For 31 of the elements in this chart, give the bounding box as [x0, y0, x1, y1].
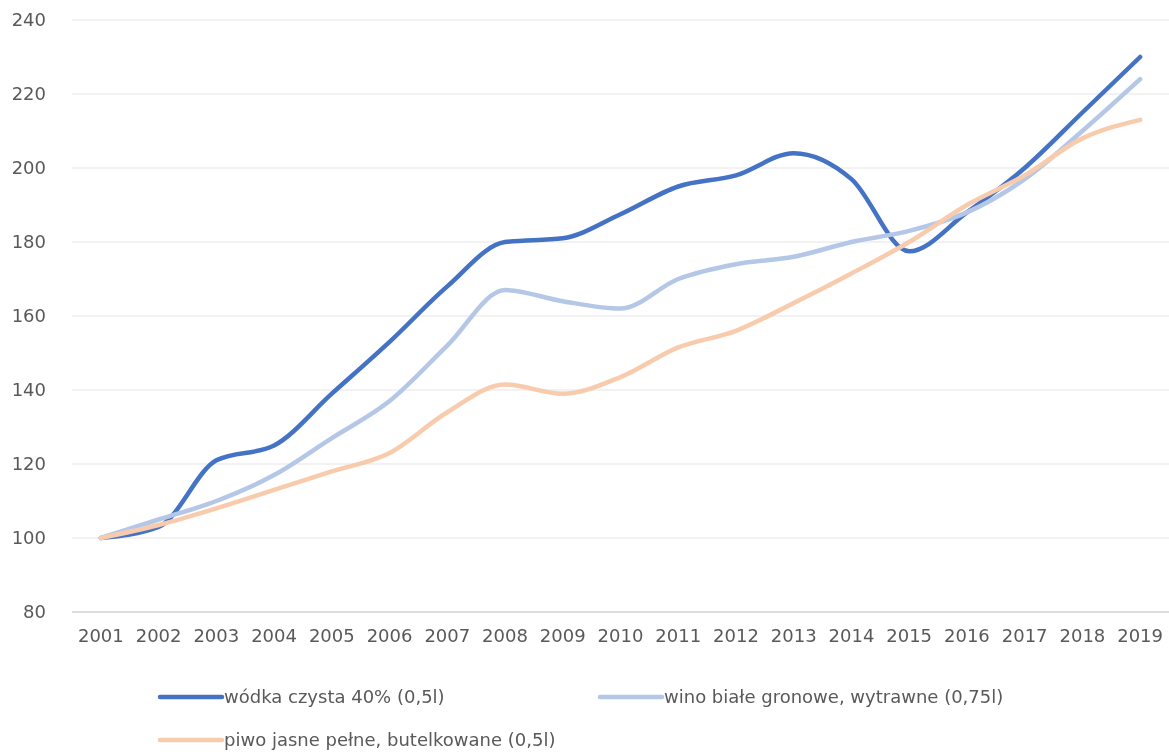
legend-label: wino białe gronowe, wytrawne (0,75l)	[664, 686, 1004, 708]
x-tick-label: 2004	[251, 625, 297, 646]
x-tick-label: 2010	[597, 625, 644, 646]
y-tick-label: 140	[11, 379, 46, 401]
x-tick-label: 2005	[308, 625, 355, 646]
x-tick-label: 2012	[713, 625, 759, 646]
x-tick-label: 2014	[828, 625, 875, 646]
x-tick-label: 2011	[655, 625, 702, 646]
x-tick-label: 2006	[366, 625, 413, 646]
x-tick-label: 2017	[1001, 625, 1048, 646]
y-tick-label: 160	[11, 305, 46, 327]
x-tick-label: 2009	[539, 625, 586, 646]
x-tick-label: 2008	[482, 625, 528, 646]
y-tick-label: 200	[11, 157, 46, 179]
y-tick-label: 220	[11, 83, 46, 105]
x-tick-label: 2003	[193, 625, 240, 646]
x-tick-label: 2007	[424, 625, 471, 646]
y-tick-label: 240	[11, 9, 46, 31]
x-tick-label: 2001	[77, 625, 124, 646]
legend-label: wódka czysta 40% (0,5l)	[224, 686, 445, 708]
y-tick-label: 80	[23, 601, 46, 623]
y-tick-label: 120	[11, 453, 46, 475]
x-tick-label: 2019	[1117, 625, 1164, 646]
x-tick-label: 2013	[770, 625, 817, 646]
legend-label: piwo jasne pełne, butelkowane (0,5l)	[224, 729, 556, 751]
x-tick-label: 2002	[135, 625, 182, 646]
y-tick-label: 180	[11, 231, 46, 253]
x-tick-label: 2016	[944, 625, 990, 646]
x-tick-label: 2018	[1059, 625, 1106, 646]
x-tick-label: 2015	[886, 625, 933, 646]
y-tick-label: 100	[11, 527, 46, 549]
